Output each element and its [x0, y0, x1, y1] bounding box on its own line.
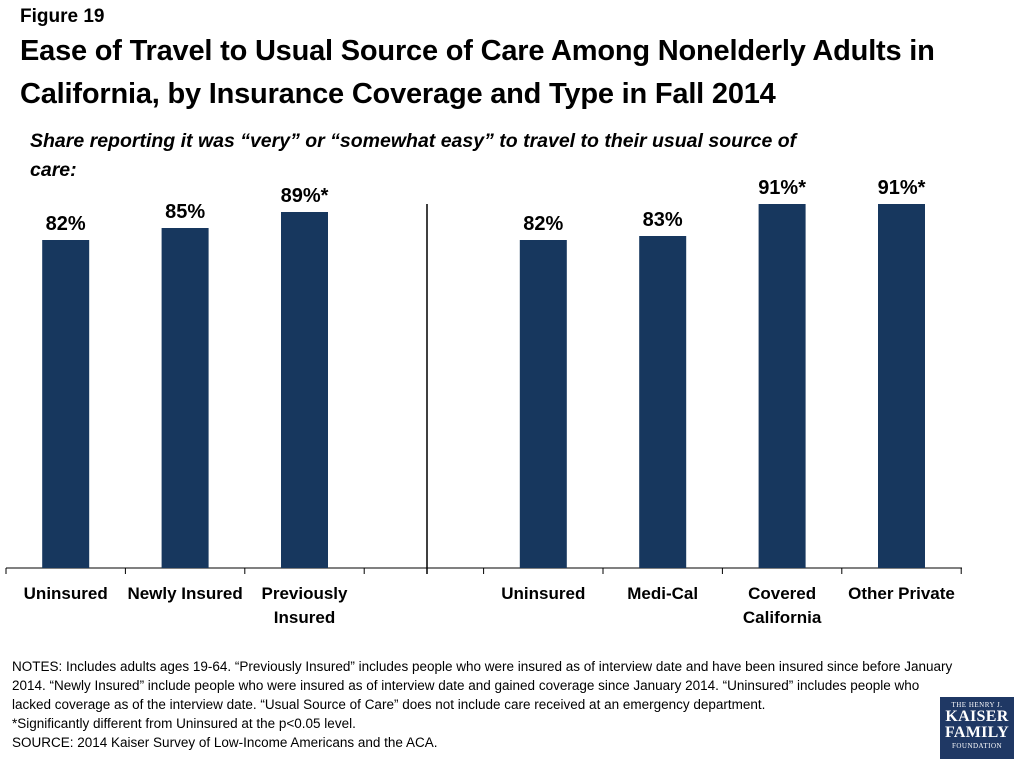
category-label: Medi-Cal — [627, 584, 698, 603]
notes-text: NOTES: Includes adults ages 19-64. “Prev… — [12, 659, 953, 712]
chart-subtitle: Share reporting it was “very” or “somewh… — [30, 130, 797, 181]
logo-line-1: THE HENRY J. — [951, 701, 1003, 709]
category-label: Previously Insured — [262, 584, 349, 627]
data-label: 91%* — [878, 177, 926, 199]
bar — [42, 240, 90, 568]
notes-block: NOTES: Includes adults ages 19-64. “Prev… — [12, 657, 962, 752]
significance-note: *Significantly different from Uninsured … — [12, 716, 356, 731]
category-label-line: Uninsured — [24, 584, 108, 603]
category-label-line: Newly Insured — [127, 584, 242, 603]
data-label: 91%* — [758, 177, 806, 199]
bar — [758, 204, 806, 568]
logo-line-2: KAISER — [945, 708, 1009, 725]
category-label-line: Other Private — [848, 584, 955, 603]
category-label: Covered California — [743, 584, 822, 627]
bar — [519, 240, 567, 568]
category-label: Other Private — [848, 584, 955, 603]
chart-title: Ease of Travel to Usual Source of Care A… — [20, 35, 935, 110]
data-label: 89%* — [281, 185, 329, 207]
bar — [878, 204, 925, 568]
category-label: Uninsured — [24, 584, 108, 603]
category-label-line: Covered — [748, 584, 816, 603]
kff-logo: THE HENRY J. KAISER FAMILY FOUNDATION — [940, 697, 1014, 759]
source-note: SOURCE: 2014 Kaiser Survey of Low-Income… — [12, 735, 438, 750]
category-label-line: Uninsured — [501, 584, 585, 603]
data-label: 83% — [643, 209, 683, 231]
category-label: Newly Insured — [127, 584, 242, 603]
category-label-line: Insured — [274, 608, 335, 627]
logo-line-4: FOUNDATION — [951, 742, 1003, 750]
category-label-line: Previously — [262, 584, 349, 603]
bar — [639, 236, 687, 568]
category-label: Uninsured — [501, 584, 585, 603]
bar — [281, 212, 328, 568]
bar — [161, 228, 209, 568]
data-label: 85% — [165, 201, 205, 223]
bar-chart: 82% Uninsured 85% Newly Insured 89%* Previous… — [5, 177, 962, 627]
category-label-line: California — [743, 608, 822, 627]
data-label: 82% — [523, 213, 563, 235]
logo-line-3: FAMILY — [944, 724, 1010, 741]
figure-label: Figure 19 — [20, 6, 105, 27]
data-label: 82% — [46, 213, 86, 235]
category-label-line: Medi-Cal — [627, 584, 698, 603]
